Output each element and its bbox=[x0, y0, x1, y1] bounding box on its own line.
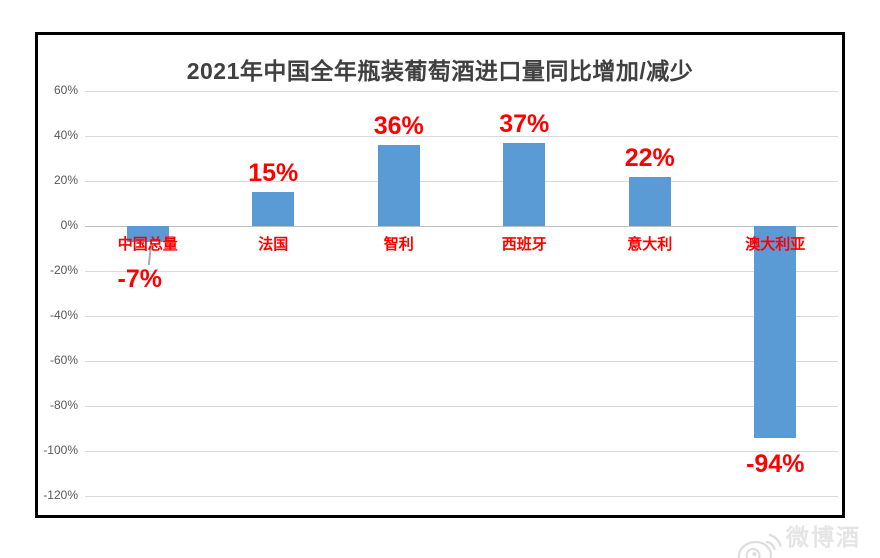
y-axis-tick-label: -120% bbox=[43, 488, 78, 502]
category-label-西班牙: 西班牙 bbox=[501, 236, 547, 253]
gridline--100% bbox=[85, 451, 838, 452]
bar-智利 bbox=[377, 145, 420, 226]
y-axis-tick-label: 20% bbox=[53, 173, 78, 187]
gridline-40% bbox=[85, 136, 838, 137]
gridline--20% bbox=[85, 271, 838, 272]
bar-中国总量 bbox=[126, 226, 169, 242]
watermark: 微博酒业 bbox=[736, 518, 880, 558]
data-label-中国总量: -7% bbox=[117, 265, 162, 293]
category-label-中国总量: 中国总量 bbox=[117, 236, 178, 253]
y-axis-tick-label: -60% bbox=[49, 353, 78, 367]
gridline--40% bbox=[85, 316, 838, 317]
chart-frame bbox=[35, 32, 845, 518]
bar-法国 bbox=[252, 192, 295, 226]
y-axis-tick-label: -20% bbox=[49, 263, 78, 277]
category-label-澳大利亚: 澳大利亚 bbox=[745, 236, 806, 253]
data-label-法国: 15% bbox=[248, 159, 299, 188]
bar-澳大利亚 bbox=[754, 226, 797, 438]
bar-意大利 bbox=[628, 176, 671, 226]
category-label-法国: 法国 bbox=[258, 236, 289, 253]
chart-title: 2021年中国全年瓶装葡萄酒进口量同比增加/减少 bbox=[186, 58, 694, 84]
y-axis-tick-label: -40% bbox=[49, 308, 78, 322]
weibo-icon bbox=[736, 531, 782, 558]
gridline--80% bbox=[85, 406, 838, 407]
y-axis-tick-label: -80% bbox=[49, 398, 78, 412]
y-axis-tick-label: 0% bbox=[60, 218, 78, 232]
y-axis-tick-label: -100% bbox=[43, 443, 78, 457]
data-label-意大利: 22% bbox=[624, 143, 675, 172]
category-label-意大利: 意大利 bbox=[627, 236, 673, 253]
bar-西班牙 bbox=[503, 142, 546, 226]
gridline--120% bbox=[85, 496, 838, 497]
data-label-澳大利亚: -94% bbox=[746, 449, 805, 478]
watermark-label: 微博酒业 bbox=[786, 524, 861, 550]
y-axis-tick-label: 60% bbox=[53, 83, 78, 97]
category-label-智利: 智利 bbox=[383, 236, 414, 253]
gridline-20% bbox=[85, 181, 838, 182]
data-label-西班牙: 37% bbox=[499, 109, 550, 138]
gridline--60% bbox=[85, 361, 838, 362]
gridline-0% bbox=[85, 226, 838, 227]
gridline-60% bbox=[85, 91, 838, 92]
y-axis-tick-label: 40% bbox=[53, 128, 78, 142]
data-label-智利: 36% bbox=[373, 112, 424, 140]
